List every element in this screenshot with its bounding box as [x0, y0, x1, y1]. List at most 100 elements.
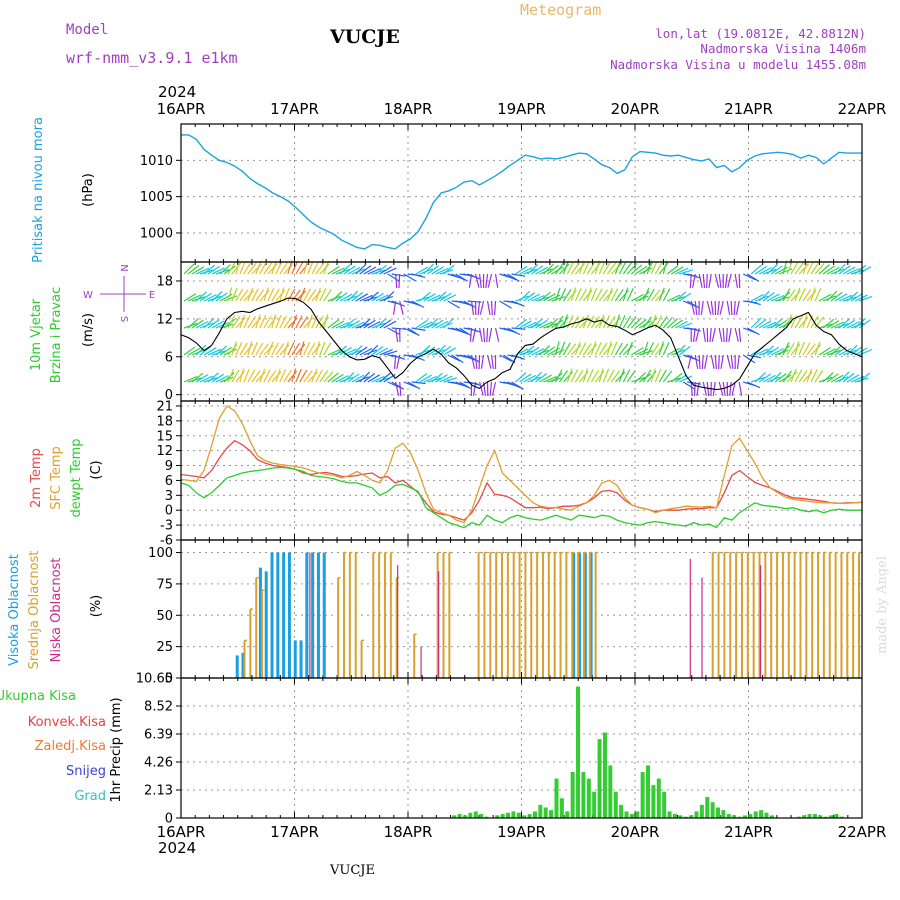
wind-barb	[243, 343, 254, 356]
wind-barb	[391, 354, 406, 360]
wind-barb	[539, 345, 551, 356]
wind-barb	[279, 369, 287, 383]
precip-bar	[516, 812, 521, 818]
y-tick-label: 6.39	[144, 728, 173, 743]
wind-barb	[395, 381, 400, 396]
wind-barb	[447, 354, 461, 362]
wind-barb	[642, 262, 653, 275]
meteogram-title: Meteogram	[520, 1, 601, 19]
wind-barb	[708, 273, 712, 288]
wind-barb	[283, 369, 292, 383]
wind-barb	[303, 370, 313, 383]
wind-barb	[431, 319, 444, 329]
wind-barb	[747, 300, 761, 306]
wind-barb	[642, 316, 652, 329]
wind-barb	[207, 319, 220, 329]
wind-barb	[393, 354, 397, 369]
wind-barb	[267, 370, 277, 383]
bottom-date-label: 16APR	[157, 823, 206, 841]
precip-bar	[818, 815, 823, 818]
wind-barb	[802, 314, 808, 329]
wind-barb	[199, 292, 212, 302]
wind-barb	[606, 341, 612, 356]
wind-barb	[403, 327, 417, 335]
model-label: Model	[66, 22, 108, 38]
wind-barb	[231, 369, 240, 383]
sfc-temp-label: SFC Temp	[49, 446, 64, 510]
wind-barb	[411, 300, 425, 308]
wind-barb	[275, 261, 283, 275]
wind-barb	[618, 290, 629, 302]
precip-bar	[624, 811, 629, 818]
wind-barb	[387, 327, 401, 336]
wind-barb	[490, 354, 494, 369]
compass-west: W	[83, 290, 93, 301]
wind-barb	[683, 300, 697, 308]
wind-barb	[482, 327, 486, 343]
wind-barb	[714, 273, 720, 288]
wind-barb	[183, 293, 197, 302]
wind-barb	[355, 263, 367, 275]
wind-barb	[347, 290, 359, 302]
wind-barb	[239, 289, 249, 302]
wind-barb	[379, 372, 391, 383]
snow-label: Snijeg	[66, 764, 106, 779]
wind-barb	[662, 341, 670, 356]
wind-barb	[646, 317, 658, 329]
wind-barb	[770, 265, 783, 275]
wind-barb	[790, 343, 801, 356]
wind-barb	[371, 375, 385, 383]
wind-barb	[323, 288, 332, 302]
wind-barb	[754, 265, 768, 275]
wind-barb	[838, 347, 852, 356]
wind-barb	[403, 273, 417, 282]
precip-bar	[769, 815, 774, 818]
wind-barb	[415, 319, 428, 329]
wind-barb	[666, 318, 679, 329]
wind-barb	[379, 319, 392, 329]
precip-bar	[710, 802, 715, 818]
wind-barb	[551, 296, 565, 302]
wind-barb	[215, 292, 228, 302]
wind-barb	[223, 318, 236, 329]
wind-barb	[303, 317, 314, 329]
wind-barb	[255, 342, 264, 356]
wind-barb	[598, 314, 605, 329]
wind-barb	[227, 315, 236, 329]
bottom-date-ticks: 16APR 17APR 18APR 19APR 20APR 21APR 22APR	[157, 823, 887, 841]
wind-barb	[367, 267, 381, 275]
wind-barb	[315, 287, 321, 302]
wind-barb	[646, 260, 652, 275]
wind-barb	[598, 289, 609, 302]
wind-barb	[247, 341, 253, 356]
wind-barb	[642, 287, 650, 302]
wind-barb	[646, 370, 657, 383]
wind-barb	[662, 370, 673, 383]
wind-barb	[399, 381, 402, 396]
credit-label: made by Angel	[875, 556, 890, 654]
precip-bar	[576, 686, 581, 818]
wind-barb	[706, 300, 712, 315]
wind-barb	[431, 266, 444, 275]
wind-barb	[303, 260, 308, 275]
wind-barb	[398, 273, 401, 289]
wind-barb	[778, 345, 790, 356]
wind-barb	[826, 266, 840, 275]
precip-bar	[608, 765, 613, 818]
wind-barb	[720, 354, 724, 369]
precip-bar	[602, 732, 607, 818]
wind-barb	[758, 290, 770, 302]
wind-barb	[411, 381, 426, 385]
wind-barb	[570, 369, 579, 383]
precip-bar	[495, 815, 500, 818]
wind-barb	[574, 341, 581, 356]
wind-barb	[666, 347, 680, 356]
wind-barb	[279, 344, 290, 356]
wind-barb	[315, 262, 325, 275]
wind-barb	[838, 371, 850, 383]
top-date-label: 19APR	[497, 100, 546, 118]
wind-barb	[650, 260, 658, 275]
wind-barb	[299, 369, 308, 383]
wind-barb	[469, 327, 473, 342]
wind-barb	[279, 315, 288, 329]
